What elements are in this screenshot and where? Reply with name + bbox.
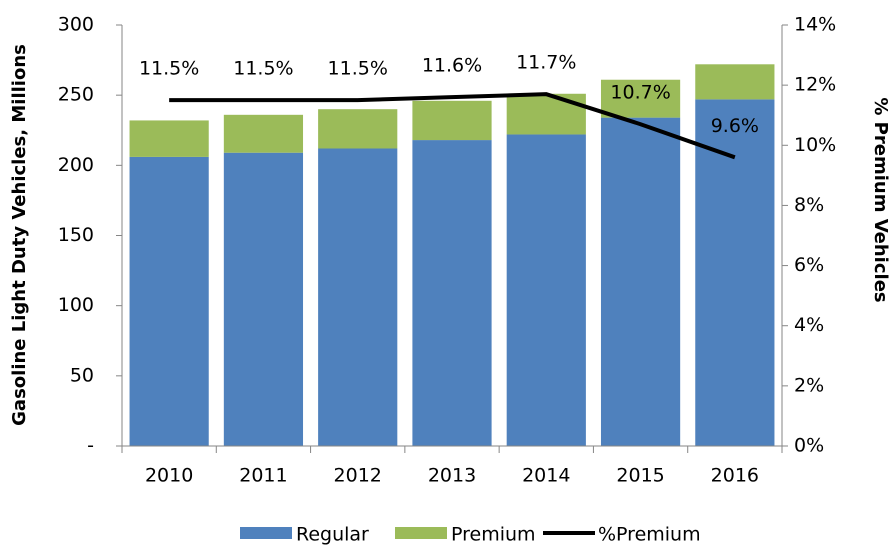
bar xyxy=(412,100,492,141)
y2-tick-label: 4% xyxy=(794,314,824,336)
y2-tick-label: 12% xyxy=(794,74,836,96)
bar xyxy=(506,134,586,446)
y2-tick-label: 8% xyxy=(794,194,824,216)
y-tick-label: - xyxy=(87,435,94,457)
data-label: 9.6% xyxy=(711,115,759,137)
y2-tick-label: 10% xyxy=(794,134,836,156)
x-tick-label: 2014 xyxy=(522,465,570,487)
y2-axis-title: % Premium Vehicles xyxy=(870,97,891,302)
y2-tick-label: 14% xyxy=(794,14,836,36)
y2-tick-label: 2% xyxy=(794,374,824,396)
bar xyxy=(223,114,304,153)
y-tick-label: 100 xyxy=(58,294,94,316)
y-tick-label: 50 xyxy=(70,364,94,386)
bar xyxy=(318,109,398,149)
data-label: 10.7% xyxy=(610,82,670,104)
legend-label: %Premium xyxy=(598,524,701,546)
data-label: 11.7% xyxy=(516,52,576,74)
x-tick-label: 2015 xyxy=(616,465,664,487)
legend-label: Premium xyxy=(451,524,536,546)
bar xyxy=(129,120,209,157)
bar xyxy=(695,64,775,100)
line xyxy=(169,92,736,160)
legend-swatch xyxy=(240,527,292,539)
y-tick-label: 300 xyxy=(58,14,94,36)
bar xyxy=(129,156,209,446)
bar xyxy=(318,148,398,446)
y-tick-label: 200 xyxy=(58,154,94,176)
bar xyxy=(223,152,304,446)
bar xyxy=(695,99,775,447)
y-axis-title: Gasoline Light Duty Vehicles, Millions xyxy=(9,44,30,426)
y2-tick-label: 0% xyxy=(794,435,824,457)
y2-tick-label: 6% xyxy=(794,254,824,276)
data-label: 11.6% xyxy=(422,55,482,77)
data-label: 11.5% xyxy=(328,58,388,80)
legend-swatch xyxy=(395,527,447,539)
bar xyxy=(506,93,586,135)
x-tick-label: 2012 xyxy=(334,465,382,487)
y-tick-label: 150 xyxy=(58,224,94,246)
x-tick-label: 2010 xyxy=(145,465,193,487)
x-tick-label: 2013 xyxy=(428,465,476,487)
x-tick-label: 2016 xyxy=(711,465,759,487)
y-tick-label: 250 xyxy=(58,84,94,106)
data-label: 11.5% xyxy=(139,58,199,80)
x-tick-label: 2011 xyxy=(239,465,287,487)
legend-label: Regular xyxy=(296,524,369,546)
bar xyxy=(412,140,492,446)
bar xyxy=(600,79,681,118)
bar xyxy=(600,117,681,447)
data-label: 11.5% xyxy=(233,58,293,80)
